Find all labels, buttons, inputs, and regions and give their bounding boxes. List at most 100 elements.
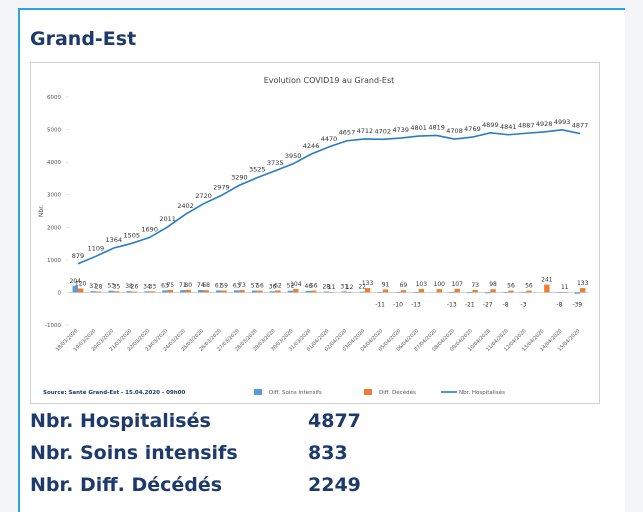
bar (108, 290, 114, 293)
bar (275, 290, 281, 293)
line-value-label: 2979 (213, 183, 230, 191)
bar (113, 291, 120, 293)
y-tick-label: 4000 (47, 160, 61, 166)
bar-value-label: 33 (149, 283, 157, 290)
legend-label: Diff. Décédés (379, 389, 416, 396)
bar-value-label: -39 (572, 301, 582, 308)
line-value-label: 1690 (141, 225, 158, 233)
line-value-label: 4470 (321, 135, 338, 143)
line-value-label: 2720 (195, 192, 212, 200)
bar (203, 290, 209, 293)
bar (95, 291, 102, 293)
line-value-label: 4899 (482, 121, 499, 129)
bar (329, 292, 335, 293)
bar-value-label: 107 (451, 281, 463, 288)
line-value-label: 4841 (500, 123, 517, 131)
bar (544, 284, 550, 293)
bar (198, 290, 204, 293)
y-tick-label: 3000 (47, 193, 61, 199)
bar-value-label: -13 (411, 301, 421, 308)
bar (287, 290, 294, 293)
bar (251, 290, 258, 293)
bar (144, 291, 150, 293)
line-value-label: 4246 (303, 142, 320, 150)
stat-value: 4877 (308, 410, 361, 432)
bar-value-label: -27 (483, 301, 493, 308)
y-tick-label: -1000 (45, 323, 61, 329)
bar-value-label: 38 (125, 283, 133, 290)
bar (311, 290, 317, 293)
bar-value-label: -3 (521, 301, 527, 308)
stat-row: Nbr. Soins intensifs 833 (30, 442, 348, 464)
bar (580, 288, 586, 293)
bar-value-label: 56 (310, 283, 318, 290)
bar-value-label: 73 (238, 282, 246, 289)
legend-swatch (254, 389, 262, 395)
chart: Evolution COVID19 au Grand-Est Nbr. -1000 0… (38, 76, 589, 396)
bar (149, 291, 156, 293)
bar (472, 290, 478, 293)
legend-label: Nbr. Hospitalisés (459, 389, 505, 396)
bar-value-label: 91 (382, 281, 390, 288)
bar-value-label: 56 (525, 283, 533, 290)
line-value-label: 4712 (357, 127, 374, 135)
bar-value-label: 35 (113, 283, 121, 290)
line-value-label: 4993 (554, 118, 571, 126)
bar-value-label: 204 (70, 278, 82, 285)
bar-value-label: 73 (471, 282, 479, 289)
bar-value-label: 53 (107, 283, 115, 290)
bar (90, 291, 96, 293)
bar (395, 292, 401, 293)
bar (126, 291, 132, 293)
bar (574, 292, 581, 294)
bar (341, 291, 347, 293)
stat-label: Nbr. Soins intensifs (30, 442, 238, 464)
bar-value-label: -8 (556, 301, 562, 308)
bar (221, 290, 227, 293)
line-value-label: 4819 (428, 123, 445, 131)
bar (526, 290, 532, 293)
bar-value-label: 71 (179, 282, 187, 289)
bar-value-label: -10 (393, 301, 403, 308)
bar-value-label: 63 (233, 282, 241, 289)
line-value-label: 4887 (518, 121, 535, 129)
bar (77, 288, 84, 293)
bar (400, 290, 407, 293)
bar-value-label: -8 (503, 301, 509, 308)
bar-value-label: 75 (166, 282, 174, 289)
region-title: Grand-Est (30, 28, 137, 50)
bar (454, 288, 460, 293)
bar-value-label: 100 (434, 281, 446, 288)
bar-value-label: 11 (328, 284, 336, 291)
line-value-label: 4769 (464, 125, 481, 133)
line-value-label: 2011 (159, 215, 176, 223)
bar-value-label: 62 (274, 282, 282, 289)
stat-row: Nbr. Hospitalisés 4877 (30, 410, 361, 432)
y-tick-label: 6000 (47, 95, 61, 101)
bar (257, 290, 263, 293)
stat-label: Nbr. Diff. Décédés (30, 474, 223, 496)
line-value-label: 3290 (231, 173, 248, 181)
bar (346, 292, 353, 293)
line (77, 128, 581, 265)
bar-value-label: 133 (362, 280, 374, 287)
line-value-label: 4708 (446, 127, 463, 135)
bar-value-label: 56 (507, 283, 515, 290)
chart-title: Evolution COVID19 au Grand-Est (264, 76, 395, 85)
bar-value-label: 68 (202, 282, 210, 289)
line-value-label: 1109 (88, 244, 105, 252)
bar-value-label: 98 (489, 281, 497, 288)
bar-value-label: 46 (305, 283, 313, 290)
bar (490, 289, 496, 293)
bar (239, 290, 245, 293)
stat-row: Nbr. Diff. Décédés 2249 (30, 474, 361, 496)
line-value-label: 3735 (267, 159, 284, 167)
bar (377, 292, 383, 293)
bar (72, 285, 78, 293)
bar-value-label: 26 (131, 284, 139, 291)
bar (269, 291, 276, 293)
bar-value-label: 59 (220, 283, 228, 290)
bar (323, 291, 329, 293)
line-value-label: 1505 (123, 231, 140, 239)
bar (162, 290, 168, 293)
